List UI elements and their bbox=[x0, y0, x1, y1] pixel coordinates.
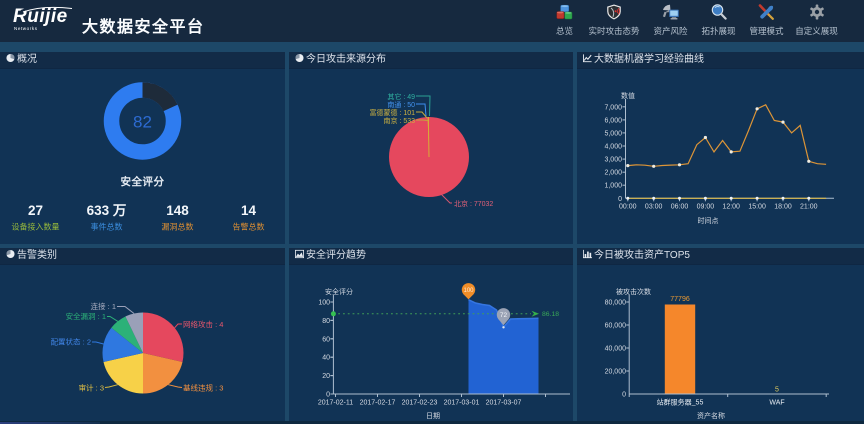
svg-text:20: 20 bbox=[322, 373, 330, 380]
svg-text:40,000: 40,000 bbox=[605, 346, 627, 353]
svg-text:12:00: 12:00 bbox=[722, 204, 740, 211]
svg-text:事件总数: 事件总数 bbox=[91, 222, 123, 232]
svg-text:富德蒙德 : 101: 富德蒙德 : 101 bbox=[369, 108, 415, 117]
svg-text:配置状态 : 2: 配置状态 : 2 bbox=[51, 337, 91, 347]
svg-text:6,000: 6,000 bbox=[604, 117, 622, 124]
svg-text:80: 80 bbox=[322, 318, 330, 325]
svg-text:15:00: 15:00 bbox=[748, 204, 766, 211]
svg-text:设备接入数量: 设备接入数量 bbox=[12, 222, 60, 232]
svg-text:03:00: 03:00 bbox=[645, 204, 663, 211]
svg-text:2017-03-01: 2017-03-01 bbox=[444, 400, 480, 407]
svg-text:60,000: 60,000 bbox=[605, 323, 627, 330]
svg-text:安全评分: 安全评分 bbox=[121, 175, 165, 188]
svg-text:09:00: 09:00 bbox=[697, 204, 715, 211]
svg-text:北京 : 77032: 北京 : 77032 bbox=[454, 199, 493, 208]
svg-text:77796: 77796 bbox=[670, 296, 690, 303]
svg-text:1,000: 1,000 bbox=[604, 183, 622, 190]
svg-text:4,000: 4,000 bbox=[604, 144, 622, 151]
svg-text:100: 100 bbox=[463, 288, 474, 294]
svg-text:3,000: 3,000 bbox=[604, 157, 622, 164]
svg-text:21:00: 21:00 bbox=[800, 204, 818, 211]
svg-text:日期: 日期 bbox=[426, 412, 440, 420]
svg-text:5: 5 bbox=[775, 387, 779, 394]
svg-text:数值: 数值 bbox=[621, 91, 635, 100]
svg-text:2,000: 2,000 bbox=[604, 170, 622, 177]
svg-text:40: 40 bbox=[322, 355, 330, 362]
svg-text:资产名称: 资产名称 bbox=[697, 411, 725, 420]
svg-text:2017-02-17: 2017-02-17 bbox=[360, 400, 396, 407]
svg-text:5,000: 5,000 bbox=[604, 130, 622, 137]
svg-text:72: 72 bbox=[500, 312, 508, 319]
svg-text:连接 : 1: 连接 : 1 bbox=[91, 301, 116, 311]
svg-text:14: 14 bbox=[241, 203, 257, 218]
svg-text:南通 : 50: 南通 : 50 bbox=[387, 100, 415, 109]
svg-text:站群服务器_55: 站群服务器_55 bbox=[657, 398, 704, 407]
svg-text:安全漏洞 : 1: 安全漏洞 : 1 bbox=[66, 311, 106, 321]
svg-text:0: 0 bbox=[622, 392, 626, 399]
svg-text:86.18: 86.18 bbox=[542, 311, 559, 318]
svg-text:00:00: 00:00 bbox=[619, 204, 637, 211]
svg-text:2017-02-23: 2017-02-23 bbox=[402, 400, 438, 407]
svg-text:网络攻击 : 4: 网络攻击 : 4 bbox=[183, 319, 223, 329]
svg-text:0: 0 bbox=[326, 392, 330, 399]
svg-text:20,000: 20,000 bbox=[605, 369, 627, 376]
svg-text:基线违规 : 3: 基线违规 : 3 bbox=[183, 383, 223, 393]
svg-text:7,000: 7,000 bbox=[604, 104, 622, 111]
svg-text:06:00: 06:00 bbox=[671, 204, 689, 211]
svg-text:WAF: WAF bbox=[769, 400, 784, 407]
svg-text:告警总数: 告警总数 bbox=[233, 222, 265, 232]
svg-text:148: 148 bbox=[166, 203, 189, 218]
svg-text:100: 100 bbox=[318, 300, 330, 307]
svg-text:漏洞总数: 漏洞总数 bbox=[162, 222, 194, 232]
svg-text:82: 82 bbox=[133, 113, 152, 132]
svg-text:时间点: 时间点 bbox=[698, 216, 719, 225]
svg-text:2017-03-07: 2017-03-07 bbox=[486, 400, 522, 407]
svg-text:18:00: 18:00 bbox=[774, 204, 792, 211]
svg-text:633 万: 633 万 bbox=[87, 203, 127, 218]
svg-text:其它 : 49: 其它 : 49 bbox=[387, 92, 415, 101]
svg-text:0: 0 bbox=[618, 196, 622, 203]
svg-text:80,000: 80,000 bbox=[605, 300, 627, 307]
svg-text:2017-02-11: 2017-02-11 bbox=[318, 400, 353, 407]
svg-text:南京 : 533: 南京 : 533 bbox=[383, 116, 415, 125]
svg-text:27: 27 bbox=[28, 203, 43, 218]
svg-text:审计 : 3: 审计 : 3 bbox=[79, 383, 104, 393]
svg-text:安全评分: 安全评分 bbox=[325, 287, 353, 296]
svg-text:被攻击次数: 被攻击次数 bbox=[616, 287, 651, 296]
svg-text:60: 60 bbox=[322, 336, 330, 343]
